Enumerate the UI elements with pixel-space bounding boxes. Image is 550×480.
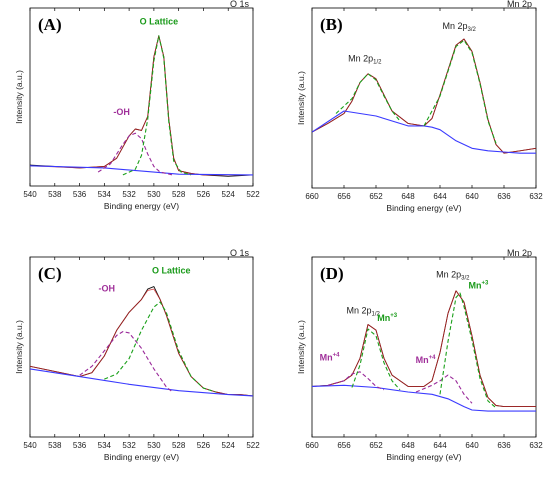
y-axis-label: Intensity (a.u.) [296,320,306,374]
series-fit-line [311,290,536,408]
chart-panel-3: 540 538 536 534 532 530 528 526 524 522 Binding en… [14,248,260,462]
panel-label: (B) [320,15,343,34]
peak-annotation: O Lattice [152,266,191,276]
x-tick-label: 648 [401,441,415,450]
x-tick-label: 522 [246,190,260,199]
series-fit-line [29,35,253,176]
peak-annotation: Mn 2p1/2 [347,305,381,317]
x-tick-label: 534 [98,441,112,450]
x-axis-label: Binding energy (eV) [104,201,179,211]
plot-frame [311,7,537,189]
panel-label: (C) [38,264,62,283]
series-component-line [351,328,401,391]
x-tick-label: 636 [497,192,511,201]
peak-annotation: Mn 2p3/2 [443,21,477,33]
series-component-line [423,39,497,144]
peak-annotation: Mn 2p3/2 [436,269,470,281]
panel-label: (A) [38,15,62,34]
peak-annotation: Mn+3 [468,281,489,291]
series-background-line [311,110,536,154]
peak-annotation: O Lattice [140,17,179,27]
x-tick-label: 656 [337,441,351,450]
x-tick-label: 532 [122,190,136,199]
y-axis-label: Intensity (a.u.) [296,71,306,125]
panel-label: (D) [320,264,344,283]
peak-annotation: Mn+4 [416,355,437,365]
x-tick-label: 536 [73,190,87,199]
x-tick-label: 534 [98,190,112,199]
series-fit-line [29,288,254,397]
series-component-line [97,132,173,176]
plot-frame [29,7,254,187]
x-tick-label: 538 [48,190,62,199]
x-tick-label: 528 [172,441,186,450]
x-axis-label: Binding energy (eV) [104,452,179,462]
x-tick-label: 530 [147,190,161,199]
y-axis-label: Intensity (a.u.) [14,70,24,124]
series-component-line [327,371,385,391]
series-fit-line [311,38,537,154]
x-tick-label: 532 [122,441,136,450]
x-tick-label: 652 [369,441,383,450]
x-tick-label: 644 [433,441,447,450]
x-tick-label: 632 [529,441,543,450]
x-axis-label: Binding energy (eV) [386,452,461,462]
series-component-line [415,374,473,404]
panel-corner-label: O 1s [230,248,250,258]
panel-corner-label: Mn 2p [507,248,532,258]
x-tick-label: 522 [246,441,260,450]
series-component-line [439,292,497,409]
chart-panel-4: 660 656 652 648 644 640 636 632 Binding energy (… [296,248,543,462]
peak-annotation: -OH [99,284,116,294]
series-component-line [335,73,401,122]
x-tick-label: 540 [23,190,37,199]
x-tick-label: 660 [305,192,319,201]
peak-annotation: Mn+3 [377,313,398,323]
series-background-line [311,384,536,412]
panel-corner-label: O 1s [230,0,250,9]
x-tick-label: 526 [197,190,211,199]
x-tick-label: 528 [172,190,186,199]
series-background-line [29,368,254,397]
series-component-line [104,301,216,393]
x-tick-label: 524 [222,441,236,450]
chart-panel-2: 660 656 652 648 644 640 636 632 Binding energy (… [296,0,543,213]
peak-annotation: Mn 2p1/2 [348,53,382,65]
x-tick-label: 530 [147,441,161,450]
series-raw-line [29,286,254,397]
x-tick-label: 526 [197,441,211,450]
chart-panel-1: 540 538 536 534 532 530 528 526 524 522 Binding en… [14,0,260,211]
peak-annotation: -OH [113,107,130,117]
x-tick-label: 656 [337,192,351,201]
x-tick-label: 640 [465,192,479,201]
x-tick-label: 652 [369,192,383,201]
x-tick-label: 636 [497,441,511,450]
plot-frame [29,256,254,438]
x-tick-label: 540 [23,441,37,450]
peak-annotation: Mn+4 [320,353,341,363]
plot-frame [311,256,537,438]
series-component-line [79,331,173,393]
x-tick-label: 660 [305,441,319,450]
x-tick-label: 538 [48,441,62,450]
x-axis-label: Binding energy (eV) [386,203,461,213]
x-tick-label: 644 [433,192,447,201]
x-tick-label: 536 [73,441,87,450]
panel-corner-label: Mn 2p [507,0,532,9]
series-raw-line [311,38,537,154]
y-axis-label: Intensity (a.u.) [14,320,24,374]
series-background-line [29,165,254,176]
x-tick-label: 524 [222,190,236,199]
x-tick-label: 648 [401,192,415,201]
x-tick-label: 632 [529,192,543,201]
x-tick-label: 640 [465,441,479,450]
series-component-line [122,35,192,176]
